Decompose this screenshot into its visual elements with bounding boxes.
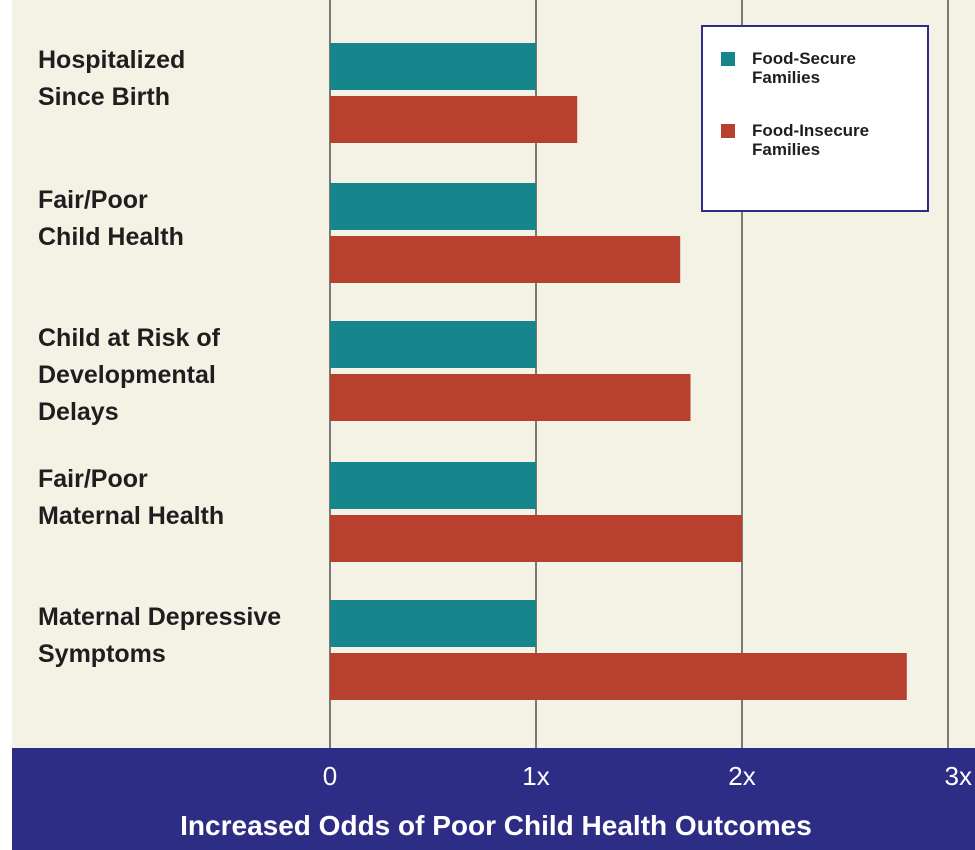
legend-label-0: Food-Secure Families [752,49,856,87]
category-label-line: Child at Risk of [38,324,221,352]
category-label-line: Fair/Poor [38,465,148,493]
category-label-4: Maternal Depressive Symptoms [38,603,281,668]
x-axis-title: Increased Odds of Poor Child Health Outc… [180,810,812,841]
category-label-line: Since Birth [38,83,170,111]
legend-swatch-1 [721,124,735,138]
category-label-1: Fair/Poor Child Health [38,186,184,251]
category-label-line: Symptoms [38,640,166,668]
bar-food-secure-0 [330,43,536,90]
x-tick-label-0: 0 [323,761,337,791]
category-label-0: Hospitalized Since Birth [38,46,185,111]
x-axis-band [12,748,975,850]
category-label-line: Maternal Depressive [38,603,281,631]
bar-food-insecure-1 [330,236,681,283]
bar-food-insecure-0 [330,96,578,143]
legend-box [701,25,929,212]
legend-label-line: Food-Secure [752,49,856,68]
legend-label-line: Families [752,140,820,159]
legend-swatch-0 [721,52,735,66]
x-tick-label-1: 1x [522,761,549,791]
x-tick-label-3: 3x [945,761,972,791]
x-tick-label-2: 2x [728,761,755,791]
legend-label-line: Food-Insecure [752,121,869,140]
category-label-line: Hospitalized [38,46,185,74]
legend-label-line: Families [752,68,820,87]
category-label-line: Developmental [38,361,216,389]
category-label-line: Delays [38,398,119,426]
bar-food-secure-1 [330,183,536,230]
category-label-3: Fair/Poor Maternal Health [38,465,224,530]
category-label-line: Child Health [38,223,184,251]
bar-food-insecure-3 [330,515,742,562]
bar-food-insecure-4 [330,653,907,700]
legend-label-1: Food-Insecure Families [752,121,869,159]
category-label-2: Child at Risk of Developmental Delays [38,324,221,426]
category-label-line: Fair/Poor [38,186,148,214]
bar-food-secure-3 [330,462,536,509]
category-label-line: Maternal Health [38,502,224,530]
bar-food-insecure-2 [330,374,691,421]
bar-food-secure-2 [330,321,536,368]
bar-food-secure-4 [330,600,536,647]
